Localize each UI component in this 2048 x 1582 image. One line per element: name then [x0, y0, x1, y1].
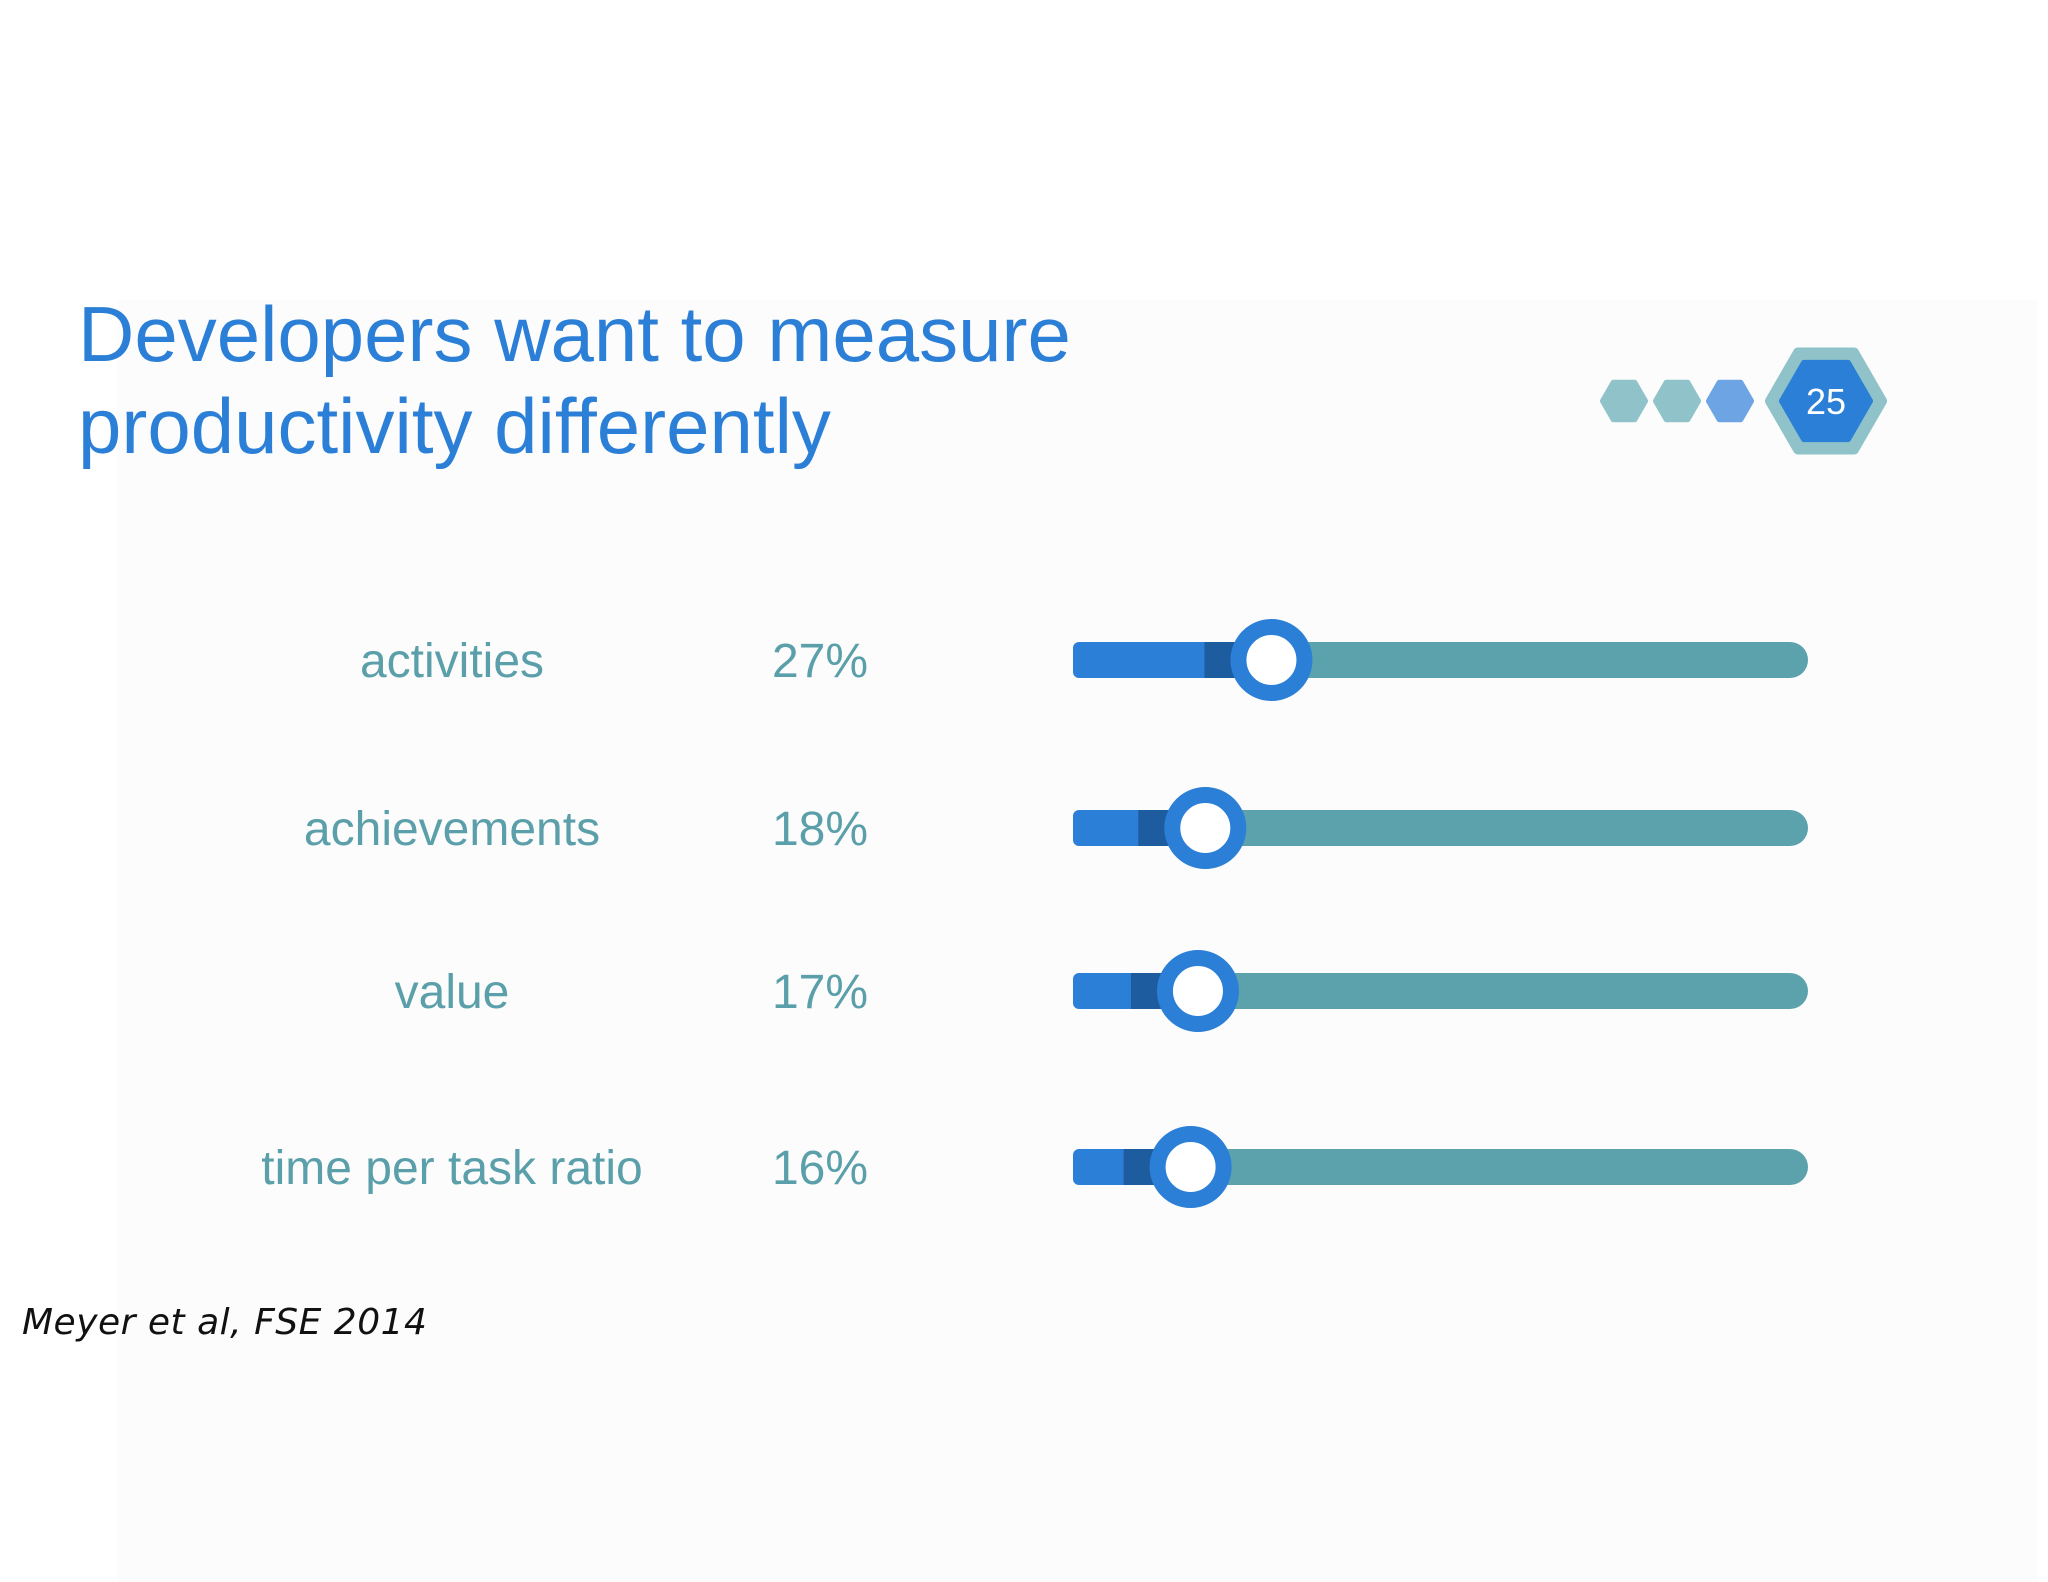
page-title: Developers want to measure productivity … — [78, 288, 1178, 472]
progress-dot — [1653, 379, 1701, 423]
slide-number: 25 — [1806, 381, 1846, 422]
category-label: value — [395, 966, 510, 1019]
category-label: activities — [360, 635, 544, 688]
slider-knob — [1156, 950, 1239, 1032]
title-line-1: Developers want to measure — [78, 290, 1071, 378]
background-panel — [118, 300, 2038, 1582]
progress-dot — [1706, 379, 1754, 423]
value-label: 16% — [772, 1142, 868, 1195]
category-label: achievements — [304, 803, 600, 856]
slider-knob — [1164, 787, 1247, 869]
progress-hexagons: 25 — [1600, 347, 1887, 455]
progress-dot — [1600, 379, 1648, 423]
slide-number-hex-inner — [1779, 359, 1873, 443]
value-label: 27% — [772, 635, 868, 688]
slider-chart: activities 27% achievements 18% value 17% time… — [261, 619, 1808, 1208]
value-label: 17% — [772, 966, 868, 1019]
slider-knob — [1230, 619, 1313, 701]
chart-row: time per task ratio 16% — [261, 1126, 1808, 1208]
chart-row: activities 27% — [360, 619, 1808, 701]
chart: activities 27% achievements 18% value 17% time… — [0, 560, 2048, 1260]
category-label: time per task ratio — [261, 1142, 642, 1195]
chart-row: value 17% — [395, 950, 1808, 1032]
slide-progress: 25 — [1598, 330, 1898, 470]
citation: Meyer et al, FSE 2014 — [22, 1302, 428, 1343]
slider-track — [1073, 810, 1808, 846]
slider-track — [1073, 973, 1808, 1009]
slider-track — [1073, 1149, 1808, 1185]
chart-row: achievements 18% — [304, 787, 1808, 869]
value-label: 18% — [772, 803, 868, 856]
slider-knob — [1149, 1126, 1232, 1208]
title-line-2: productivity differently — [78, 382, 831, 470]
